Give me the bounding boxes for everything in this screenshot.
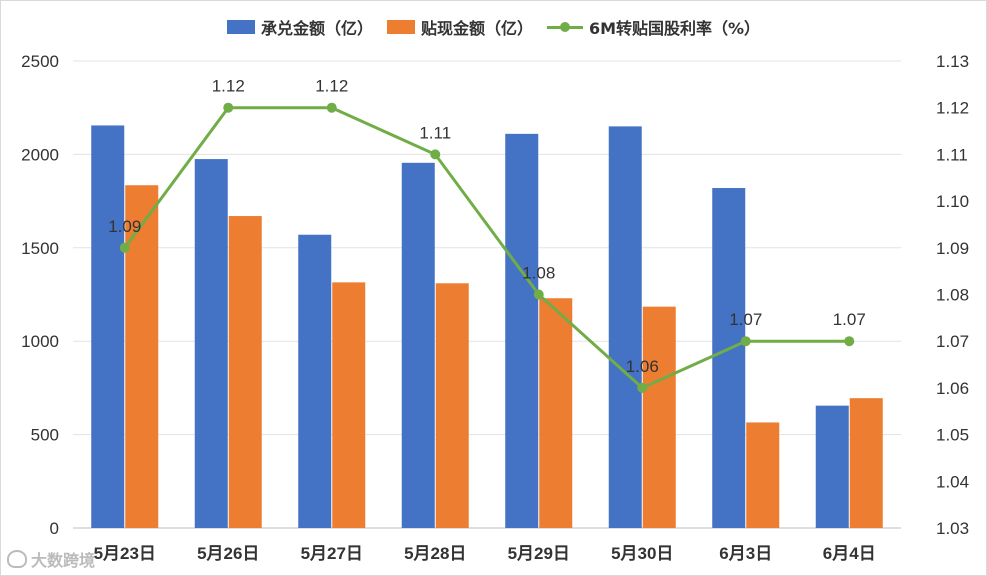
bar-acceptance: [401, 162, 435, 528]
watermark-logo-icon: [7, 550, 27, 568]
legend-swatch-acceptance: [226, 20, 255, 34]
bar-acceptance: [815, 405, 849, 528]
legend-item-rate: 6M转贴国股利率（%）: [546, 15, 761, 39]
rate-point: [223, 102, 234, 113]
legend-label-rate: 6M转贴国股利率（%）: [588, 19, 761, 38]
legend-label-discount: 贴现金额（亿）: [420, 19, 533, 38]
y-left-tick-label: 0: [50, 519, 59, 538]
bar-acceptance: [505, 133, 539, 529]
x-tick-label: 5月27日: [301, 544, 363, 563]
watermark-text: 大数跨境: [31, 551, 96, 570]
bar-discount: [642, 306, 676, 528]
rate-data-label: 1.12: [212, 77, 245, 96]
x-tick-label: 6月4日: [823, 544, 876, 563]
x-tick-label: 5月26日: [197, 544, 259, 563]
y-left-tick-label: 2500: [21, 52, 59, 71]
bar-acceptance: [608, 126, 642, 528]
bar-discount: [332, 282, 366, 528]
bar-discount: [435, 283, 469, 528]
y-right-tick-label: 1.06: [936, 379, 969, 398]
rate-line: [123, 106, 850, 390]
bar-acceptance: [712, 188, 746, 529]
rate-data-label: 1.07: [833, 310, 866, 329]
legend-item-acceptance: 承兑金额（亿）: [226, 15, 373, 39]
bar-discount: [228, 216, 262, 528]
rate-point: [430, 149, 441, 160]
x-tick-label: 5月29日: [508, 544, 570, 563]
rate-data-label: 1.08: [522, 264, 555, 283]
y-left-tick-label: 500: [31, 426, 59, 445]
rate-point: [844, 336, 855, 347]
rate-data-label: 1.09: [108, 217, 141, 236]
legend-item-discount: 贴现金额（亿）: [386, 15, 533, 39]
bar-acceptance: [298, 234, 332, 528]
x-tick-label: 6月3日: [719, 544, 772, 563]
y-left-tick-label: 2000: [21, 145, 59, 164]
x-tick-label: 5月28日: [404, 544, 466, 563]
y-right-tick-label: 1.10: [936, 192, 969, 211]
watermark: 大数跨境: [7, 547, 95, 571]
y-right-tick-label: 1.11: [936, 145, 968, 164]
legend-swatch-rate: [546, 20, 583, 34]
rate-point: [637, 382, 648, 393]
bar-acceptance: [194, 159, 228, 528]
rate-data-label: 1.12: [315, 77, 348, 96]
bar-discount: [125, 185, 159, 529]
y-right-tick-label: 1.03: [936, 519, 969, 538]
legend-label-acceptance: 承兑金额（亿）: [260, 19, 373, 38]
y-right-tick-label: 1.12: [936, 99, 969, 118]
rate-point: [119, 242, 130, 253]
bar-acceptance: [91, 125, 125, 529]
bar-discount: [539, 298, 573, 528]
x-tick-label: 5月30日: [611, 544, 673, 563]
rate-point: [533, 289, 544, 300]
y-left-tick-label: 1500: [21, 239, 59, 258]
rate-point: [740, 336, 751, 347]
y-right-tick-label: 1.04: [936, 472, 969, 491]
y-right-tick-label: 1.09: [936, 239, 969, 258]
x-tick-label: 5月23日: [94, 544, 156, 563]
y-right-tick-label: 1.07: [936, 332, 969, 351]
bar-discount: [746, 422, 780, 528]
rate-data-label: 1.06: [626, 357, 659, 376]
bar-discount: [849, 398, 883, 528]
rate-data-label: 1.11: [419, 123, 451, 142]
y-right-tick-label: 1.08: [936, 286, 969, 305]
y-left-tick-label: 1000: [21, 332, 59, 351]
rate-point: [326, 102, 337, 113]
y-right-tick-label: 1.05: [936, 426, 969, 445]
legend: 承兑金额（亿） 贴现金额（亿） 6M转贴国股利率（%）: [1, 15, 986, 39]
y-right-tick-label: 1.13: [936, 52, 969, 71]
legend-swatch-discount: [386, 20, 415, 34]
rate-data-label: 1.07: [729, 310, 762, 329]
